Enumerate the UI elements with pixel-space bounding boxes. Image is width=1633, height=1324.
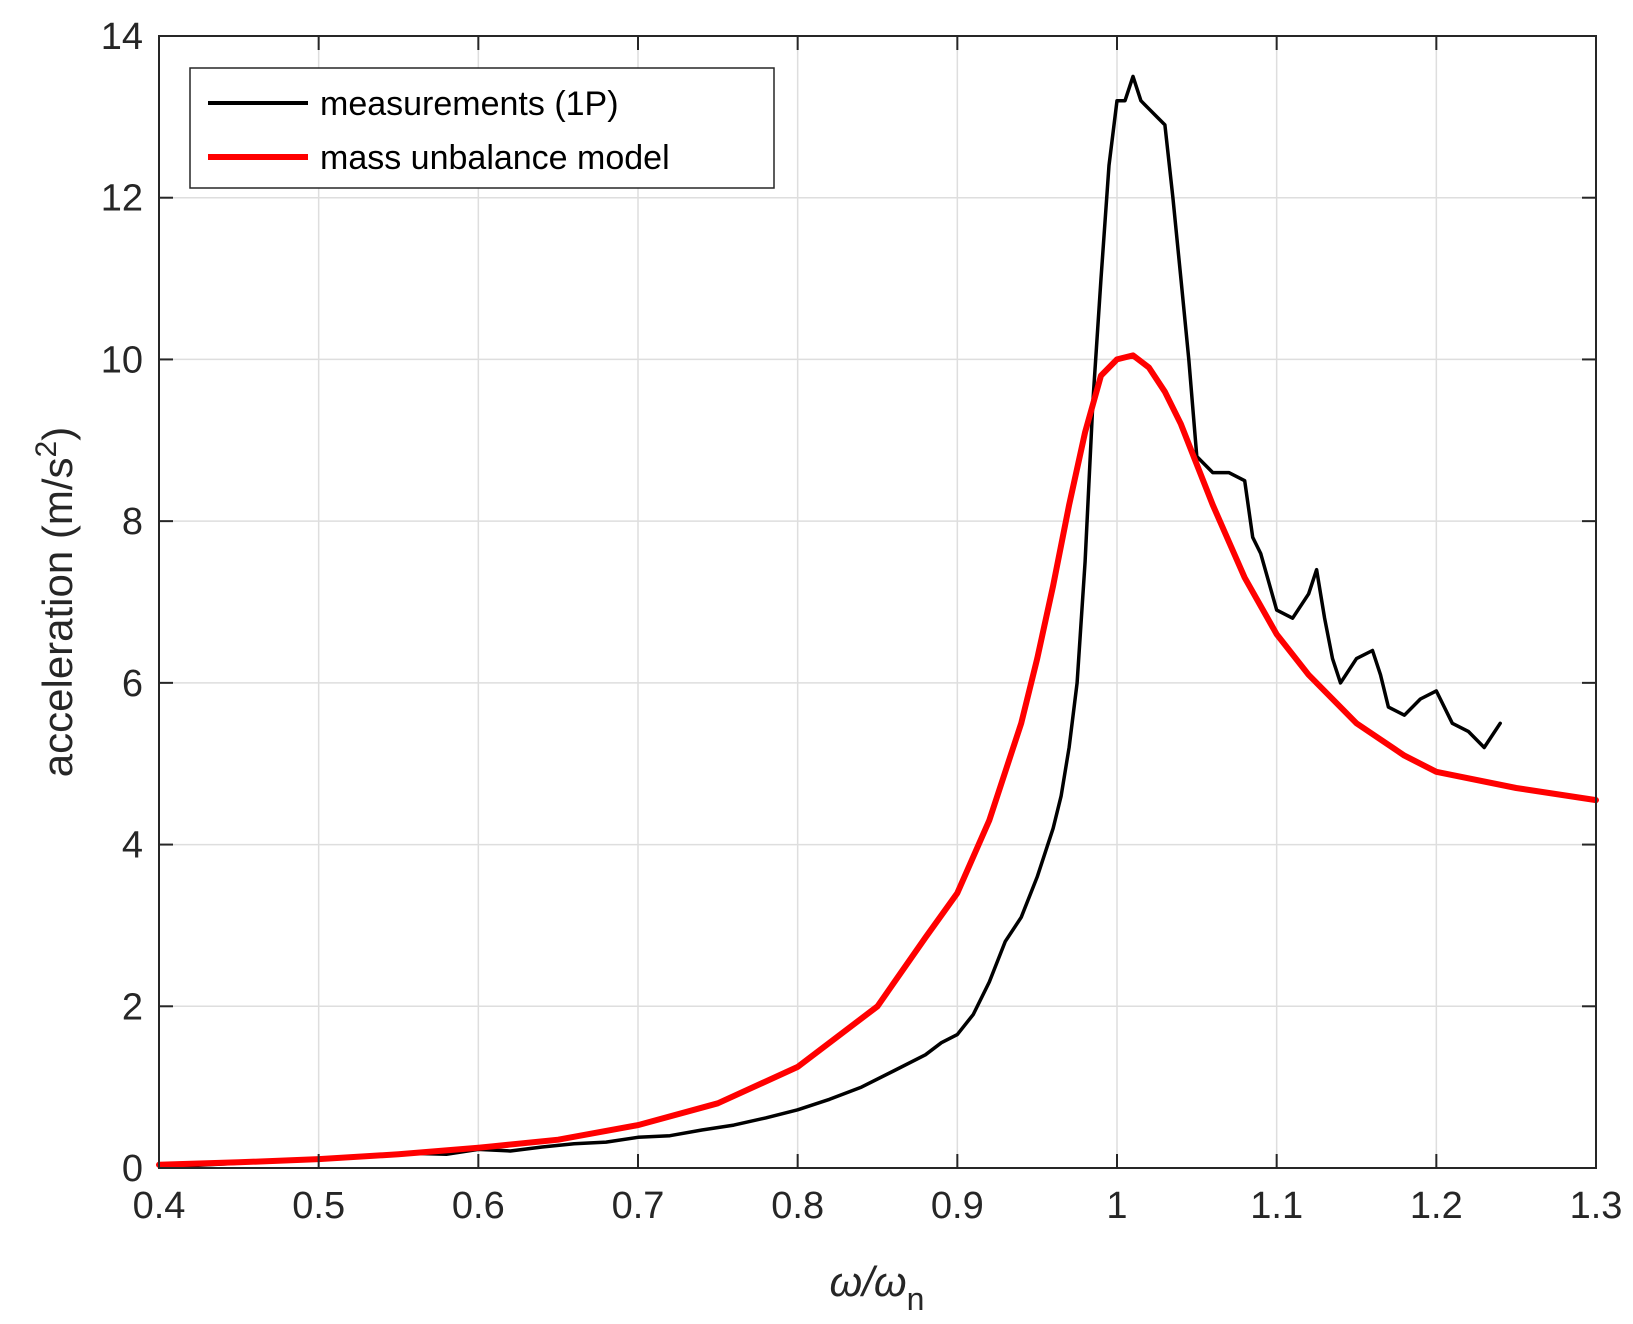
- y-tick-label-3: 6: [122, 663, 143, 705]
- x-axis-label-main: ω/ω: [830, 1258, 907, 1305]
- x-tick-label-7: 1.1: [1250, 1185, 1303, 1227]
- y-axis-label-end: ): [34, 427, 81, 441]
- y-tick-label-6: 12: [101, 178, 143, 220]
- x-tick-label-1: 0.5: [292, 1185, 345, 1227]
- y-tick-label-5: 10: [101, 339, 143, 381]
- x-tick-label-9: 1.3: [1570, 1185, 1623, 1227]
- y-tick-label-1: 2: [122, 986, 143, 1028]
- x-axis-label: ω/ωn: [830, 1258, 925, 1317]
- series-layer: [156, 74, 1599, 1168]
- legend-label-measurements: measurements (1P): [320, 85, 619, 123]
- x-tick-label-2: 0.6: [452, 1185, 505, 1227]
- ticks: 0.4 0.5 0.6 0.7 0.8 0.9 1 1.1 1.2 1.3 0 2 4 6 8 10 12 14: [101, 16, 1623, 1227]
- y-tick-label-0: 0: [122, 1148, 143, 1190]
- y-axis-label-main: acceleration (m/s: [34, 457, 81, 777]
- x-tick-label-3: 0.7: [612, 1185, 665, 1227]
- series-line-mass-unbalance-model: [156, 352, 1599, 1168]
- y-axis-label: acceleration (m/s2): [30, 427, 81, 777]
- y-axis-label-superscript: 2: [30, 441, 63, 458]
- x-axis-label-subscript: n: [907, 1281, 925, 1317]
- y-tick-label-7: 14: [101, 16, 143, 58]
- series-line-measurements: [157, 74, 1502, 1168]
- x-tick-label-6: 1: [1106, 1185, 1127, 1227]
- y-tick-label-4: 8: [122, 501, 143, 543]
- x-tick-label-5: 0.9: [931, 1185, 984, 1227]
- plot-background: [159, 36, 1596, 1168]
- plot-frame: [158, 35, 1597, 1169]
- x-tick-label-8: 1.2: [1410, 1185, 1463, 1227]
- legend-box: [189, 67, 775, 189]
- x-tick-label-4: 0.8: [771, 1185, 824, 1227]
- legend-label-model: mass unbalance model: [320, 139, 670, 177]
- x-tick-label-0: 0.4: [133, 1185, 186, 1227]
- legend: measurements (1P) mass unbalance model: [189, 67, 775, 189]
- y-tick-label-2: 4: [122, 825, 143, 867]
